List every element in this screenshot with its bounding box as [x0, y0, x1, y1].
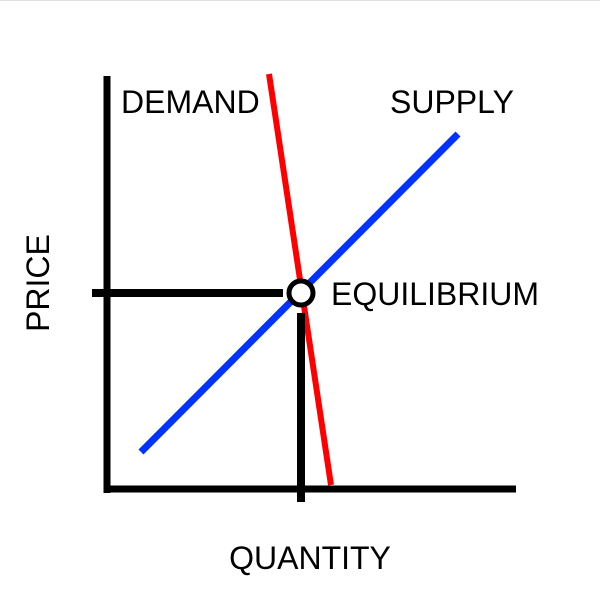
- demand-label: DEMAND: [121, 84, 260, 120]
- x-axis-label: QUANTITY: [229, 540, 391, 576]
- equilibrium-label: EQUILIBRIUM: [331, 276, 539, 312]
- equilibrium-point: [286, 278, 316, 308]
- y-axis-label: PRICE: [20, 234, 56, 332]
- supply-label: SUPPLY: [390, 84, 514, 120]
